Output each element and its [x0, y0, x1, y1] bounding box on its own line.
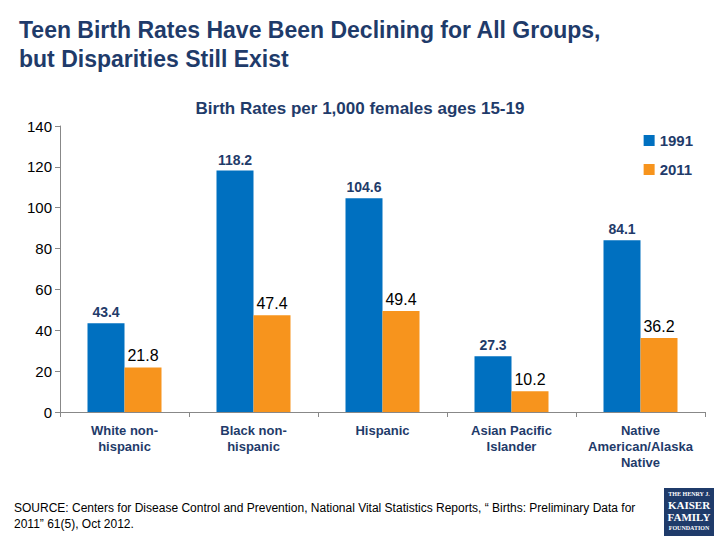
svg-text:100: 100 — [27, 199, 52, 216]
svg-text:White non-: White non- — [91, 423, 158, 438]
svg-text:2011: 2011 — [660, 161, 693, 178]
svg-text:Asian Pacific: Asian Pacific — [471, 423, 552, 438]
svg-text:1991: 1991 — [660, 132, 693, 149]
svg-text:36.2: 36.2 — [643, 318, 674, 335]
svg-text:Teen Birth Rates Have Been Dec: Teen Birth Rates Have Been Declining for… — [19, 17, 601, 43]
svg-text:120: 120 — [27, 158, 52, 175]
svg-text:Native: Native — [621, 423, 660, 438]
svg-text:43.4: 43.4 — [92, 304, 119, 320]
svg-text:American/Alaska: American/Alaska — [588, 439, 694, 454]
svg-text:FOUNDATION: FOUNDATION — [669, 525, 710, 531]
svg-text:Birth Rates per 1,000 females: Birth Rates per 1,000 females ages 15-19 — [196, 99, 525, 118]
svg-text:SOURCE: Centers for Disease Co: SOURCE: Centers for Disease Control and … — [14, 501, 635, 515]
svg-text:Islander: Islander — [487, 439, 537, 454]
svg-text:Hispanic: Hispanic — [355, 423, 409, 438]
svg-text:80: 80 — [35, 240, 52, 257]
svg-text:140: 140 — [27, 118, 52, 135]
svg-text:hispanic: hispanic — [98, 439, 151, 454]
svg-text:47.4: 47.4 — [256, 295, 287, 312]
svg-text:27.3: 27.3 — [479, 337, 506, 353]
svg-text:THE HENRY J.: THE HENRY J. — [668, 491, 710, 497]
svg-text:but Disparities Still Exist: but Disparities Still Exist — [19, 46, 289, 72]
svg-text:2011” 61(5), Oct 2012.: 2011” 61(5), Oct 2012. — [14, 517, 134, 531]
svg-text:10.2: 10.2 — [514, 371, 545, 388]
svg-text:118.2: 118.2 — [218, 152, 252, 168]
svg-text:84.1: 84.1 — [608, 221, 635, 237]
svg-text:20: 20 — [35, 363, 52, 380]
svg-text:FAMILY: FAMILY — [668, 511, 711, 523]
svg-text:49.4: 49.4 — [385, 291, 416, 308]
svg-text:104.6: 104.6 — [346, 179, 381, 195]
svg-text:KAISER: KAISER — [668, 499, 711, 511]
svg-text:40: 40 — [35, 322, 52, 339]
svg-text:hispanic: hispanic — [227, 439, 280, 454]
svg-text:60: 60 — [35, 281, 52, 298]
svg-text:21.8: 21.8 — [127, 347, 158, 364]
svg-text:Native: Native — [621, 455, 660, 470]
svg-text:Black non-: Black non- — [220, 423, 286, 438]
svg-text:0: 0 — [44, 404, 52, 421]
